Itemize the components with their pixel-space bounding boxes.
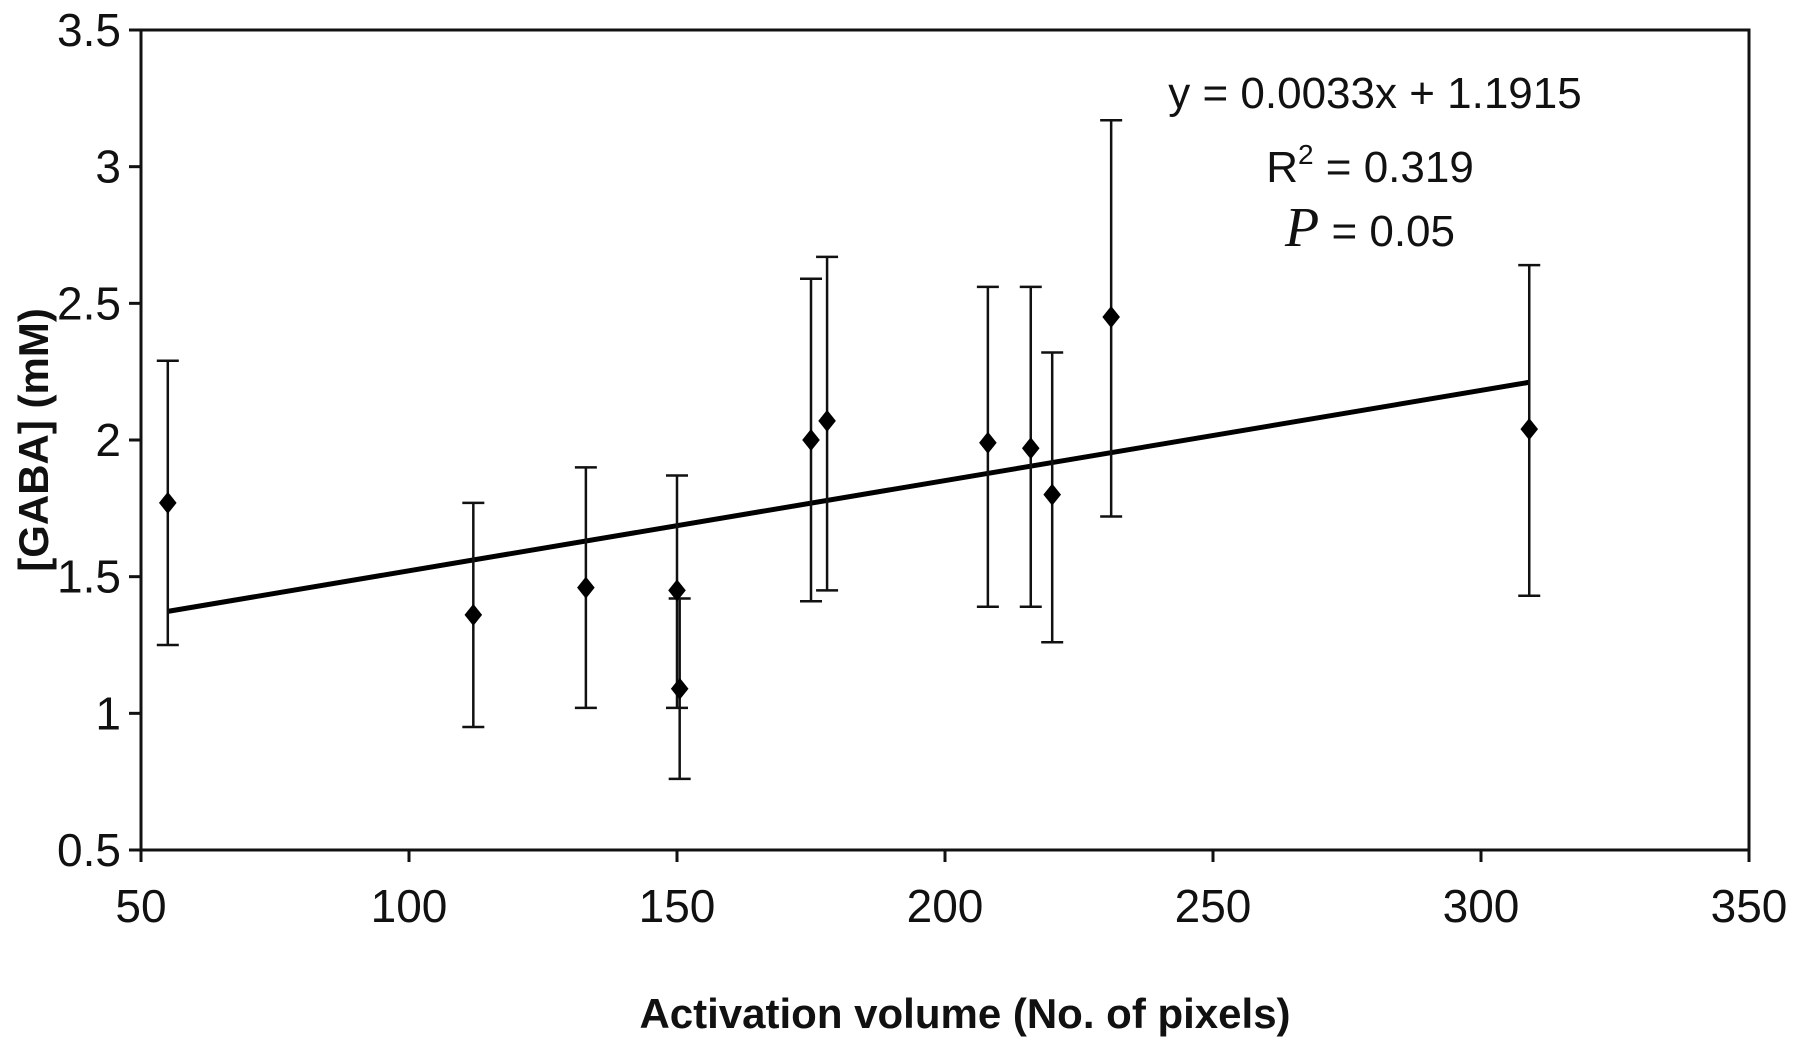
r-squared-value: = 0.319 [1314, 143, 1474, 192]
x-axis-title: Activation volume (No. of pixels) [639, 990, 1290, 1037]
trendline [167, 379, 1530, 614]
x-tick-label: 150 [639, 880, 716, 932]
data-point [1021, 437, 1040, 460]
data-point [577, 576, 595, 599]
x-tick-label: 200 [907, 880, 984, 932]
p-symbol: P [1284, 197, 1319, 259]
p-value-label: P = 0.05 [1284, 197, 1455, 259]
p-value: = 0.05 [1319, 207, 1455, 256]
data-point [818, 409, 836, 432]
y-tick-label: 1.5 [57, 551, 121, 603]
y-tick-label: 0.5 [57, 824, 121, 876]
data-point [1520, 418, 1539, 441]
x-tick-label: 350 [1711, 880, 1788, 932]
data-point [670, 677, 689, 700]
data-point [159, 491, 177, 514]
y-axis-title: [GABA] (mM) [10, 308, 57, 572]
y-tick-label: 3.5 [57, 4, 121, 56]
data-point [464, 603, 483, 626]
x-tick-label: 50 [115, 880, 166, 932]
r-squared-superscript: 2 [1298, 139, 1314, 170]
data-point [668, 579, 686, 602]
y-tick-label: 2.5 [57, 277, 121, 329]
r-squared-prefix: R [1266, 143, 1298, 192]
data-point [1102, 306, 1120, 328]
x-tick-label: 250 [1175, 880, 1252, 932]
trendline-layer [167, 379, 1530, 614]
x-tick-label: 100 [371, 880, 448, 932]
data-point [802, 429, 820, 451]
r-squared-label: R2 = 0.319 [1266, 139, 1474, 192]
data-point [979, 431, 997, 454]
data-point [1043, 483, 1061, 506]
plot-area-frame [139, 28, 1751, 852]
y-tick-label: 2 [95, 414, 121, 466]
x-tick-label: 300 [1443, 880, 1520, 932]
trendline-equation: y = 0.0033x + 1.1915 [1168, 69, 1581, 118]
data-points-layer [159, 306, 1539, 700]
axis-ticks: 50 100 150 200 250 300 350 0.5 1 1.5 2 2.5 3 3.5 [57, 4, 1787, 932]
y-tick-label: 3 [95, 141, 121, 193]
y-tick-label: 1 [95, 687, 121, 739]
